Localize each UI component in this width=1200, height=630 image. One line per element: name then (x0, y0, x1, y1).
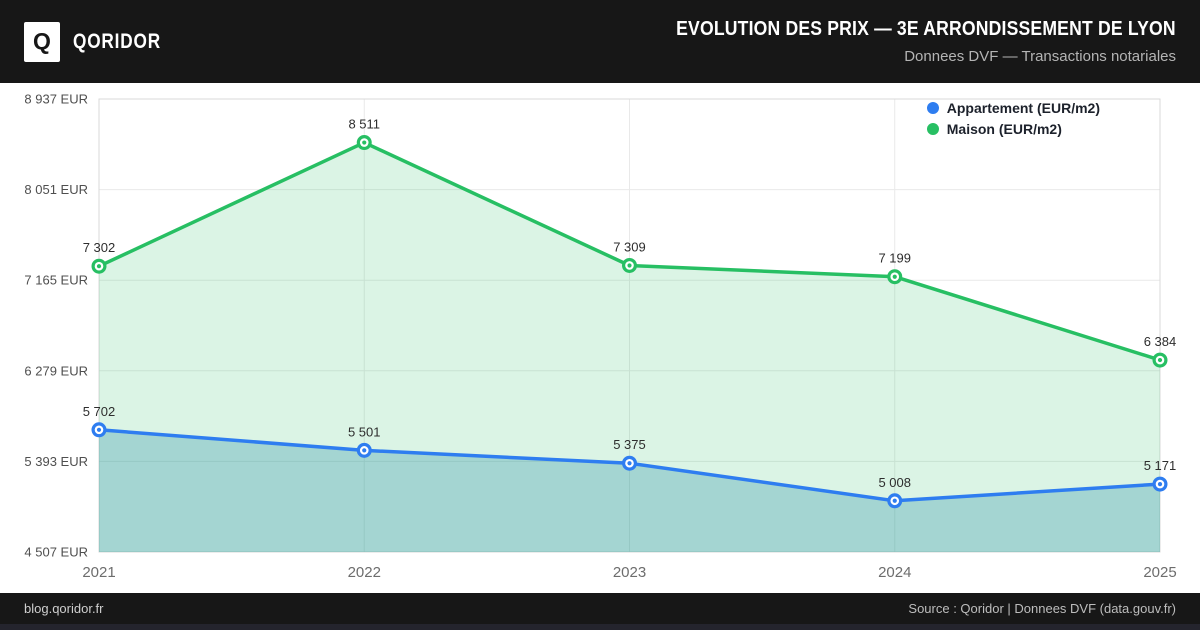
brand-block: Q QORIDOR (24, 21, 180, 62)
chart-area: 7 302 8 511 7 309 7 199 6 384 5 702 5 501 5 375… (0, 83, 1200, 593)
brand-name: QORIDOR (73, 29, 162, 53)
header: Q QORIDOR EVOLUTION DES PRIX — 3E ARROND… (0, 0, 1200, 83)
svg-text:7 309: 7 309 (613, 239, 646, 254)
svg-text:2023: 2023 (613, 564, 646, 581)
legend-item-appartement: Appartement (EUR/m2) (926, 100, 1100, 116)
qoridor-logo-icon: Q (24, 21, 60, 62)
footer-site-url: blog.qoridor.fr (24, 601, 104, 616)
svg-text:7 165 EUR: 7 165 EUR (24, 273, 88, 288)
svg-text:5 171: 5 171 (1144, 458, 1177, 473)
svg-text:5 375: 5 375 (613, 437, 646, 452)
svg-text:7 199: 7 199 (878, 251, 911, 266)
svg-text:5 702: 5 702 (83, 404, 116, 419)
svg-text:8 051 EUR: 8 051 EUR (24, 182, 88, 197)
legend-label-maison: Maison (EUR/m2) (946, 121, 1062, 137)
svg-text:7 302: 7 302 (83, 240, 116, 255)
svg-text:8 511: 8 511 (348, 117, 380, 132)
maison-series-dot-icon (926, 123, 939, 135)
footer-accent-strip (0, 624, 1200, 630)
svg-text:8 937 EUR: 8 937 EUR (24, 92, 88, 107)
svg-text:6 384: 6 384 (1144, 334, 1177, 349)
svg-text:6 279 EUR: 6 279 EUR (24, 363, 88, 378)
footer-source: Source : Qoridor | Donnees DVF (data.gou… (908, 601, 1176, 616)
appartement-series-dot-icon (926, 102, 939, 114)
chart-legend: Appartement (EUR/m2) Maison (EUR/m2) (926, 100, 1100, 137)
svg-text:4 507 EUR: 4 507 EUR (24, 545, 88, 560)
header-titles: EVOLUTION DES PRIX — 3E ARRONDISSEMENT D… (608, 18, 1176, 65)
svg-text:2025: 2025 (1143, 564, 1176, 581)
legend-label-appartement: Appartement (EUR/m2) (946, 100, 1100, 116)
svg-text:5 008: 5 008 (878, 475, 911, 490)
svg-text:2021: 2021 (82, 564, 115, 581)
price-evolution-chart: 7 302 8 511 7 309 7 199 6 384 5 702 5 501 5 375… (24, 92, 1177, 582)
page-title: EVOLUTION DES PRIX — 3E ARRONDISSEMENT D… (676, 18, 1176, 40)
page-subtitle: Donnees DVF — Transactions notariales (904, 48, 1176, 65)
svg-text:2022: 2022 (348, 564, 381, 581)
svg-text:2024: 2024 (878, 564, 911, 581)
svg-text:5 501: 5 501 (348, 424, 381, 439)
footer: blog.qoridor.fr Source : Qoridor | Donne… (0, 593, 1200, 624)
legend-item-maison: Maison (EUR/m2) (926, 121, 1100, 137)
svg-text:5 393 EUR: 5 393 EUR (24, 454, 88, 469)
